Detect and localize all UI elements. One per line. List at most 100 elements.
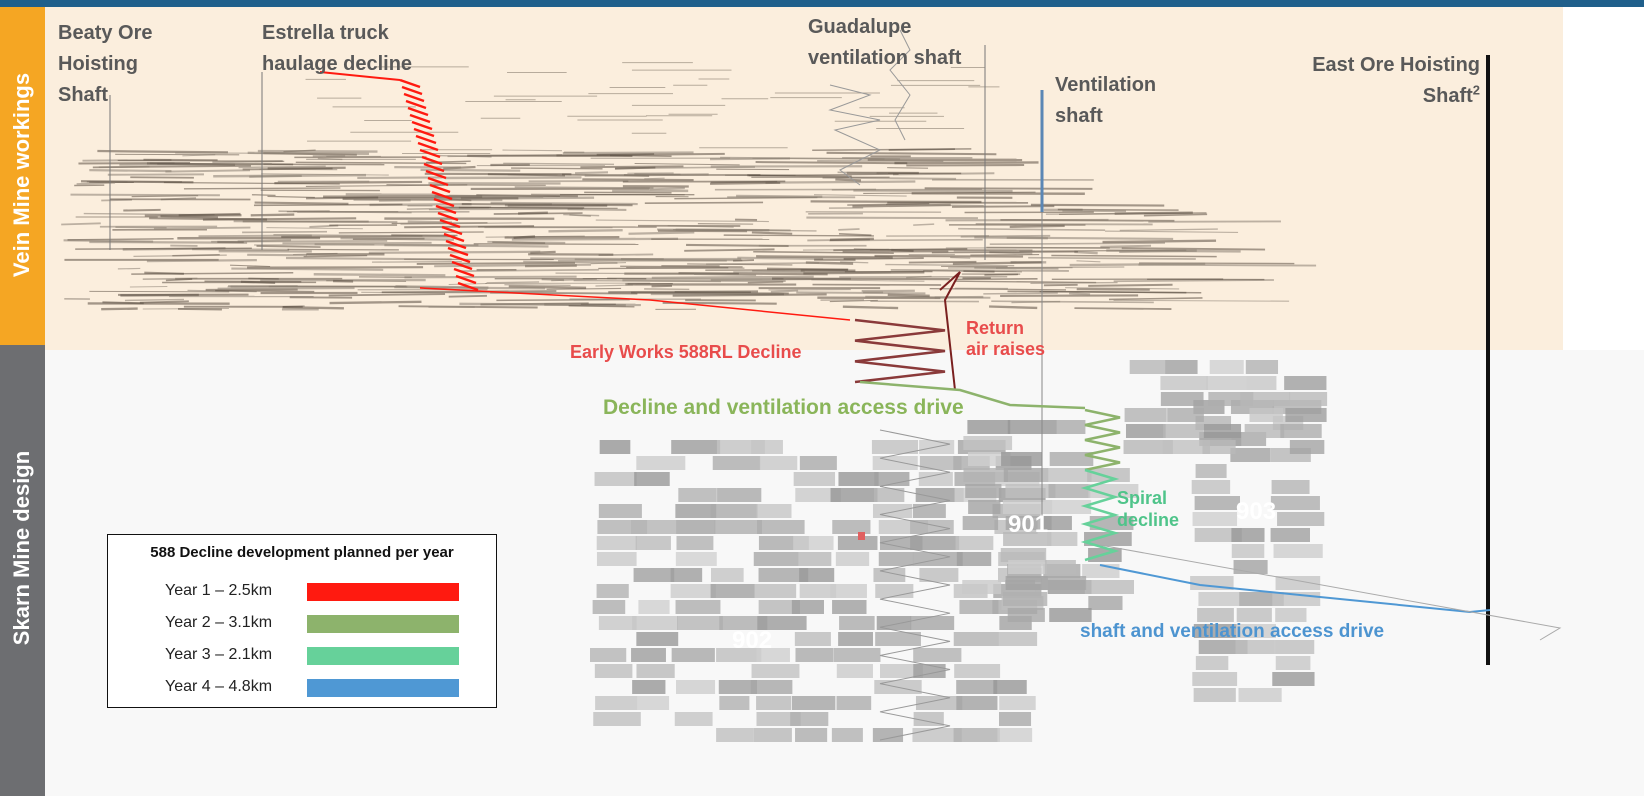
working [490, 201, 638, 206]
working [124, 298, 184, 302]
working [254, 201, 349, 205]
annotation: Early Works 588RL Decline [570, 342, 802, 362]
stope-block [718, 680, 757, 694]
working [672, 293, 827, 297]
stope-block [1244, 424, 1285, 438]
shaft-label: Beaty Ore Hoisting Shaft [58, 22, 153, 106]
stope-block [1272, 672, 1315, 686]
stope-block [1003, 592, 1048, 606]
legend-swatch [307, 583, 459, 601]
working [1069, 291, 1091, 296]
skarn-strip [0, 345, 45, 796]
working [513, 235, 536, 240]
working [256, 245, 321, 248]
working [595, 219, 769, 223]
working [1000, 294, 1139, 297]
working [1007, 290, 1187, 294]
decline [437, 211, 459, 222]
stope-block [795, 728, 828, 742]
legend-swatch [307, 679, 459, 697]
stope-block [710, 584, 755, 598]
stope-block [675, 680, 716, 694]
working [153, 226, 251, 230]
working [514, 186, 654, 190]
stope-block [757, 520, 805, 534]
stope-block [1289, 392, 1328, 406]
stope-block [836, 696, 872, 710]
working [644, 201, 764, 205]
decline [419, 287, 851, 321]
stope-block [913, 648, 962, 662]
working [806, 216, 978, 220]
stope-block [1235, 624, 1276, 638]
stope-block [1285, 408, 1327, 422]
stope-block [1043, 420, 1086, 434]
stope-block [830, 584, 867, 598]
working [584, 173, 709, 177]
working [874, 254, 1024, 258]
working [70, 193, 220, 197]
decline [1080, 468, 1120, 562]
working [504, 284, 571, 287]
stope-block [830, 488, 878, 502]
declines [319, 71, 1562, 741]
working [890, 268, 1069, 272]
stope-block [1206, 376, 1247, 390]
working [459, 302, 626, 307]
working [709, 157, 791, 161]
decline [405, 99, 427, 110]
stope-block [794, 632, 831, 646]
stope-block [636, 456, 686, 470]
stope-block [1230, 448, 1271, 462]
working [508, 285, 587, 290]
working [511, 237, 679, 241]
stope-block [872, 456, 918, 470]
working [213, 173, 366, 178]
working [887, 293, 930, 298]
working [934, 295, 984, 299]
stope-block [959, 600, 999, 614]
working [812, 148, 972, 151]
stope-block [956, 680, 998, 694]
working [247, 151, 369, 155]
working [630, 291, 789, 295]
stope-block [956, 696, 998, 710]
stope-block [1273, 544, 1323, 558]
zone-label: 903 [1236, 498, 1277, 525]
stope-block [999, 696, 1036, 710]
working [810, 200, 982, 204]
stope-block [758, 600, 801, 614]
working [829, 237, 874, 241]
working [473, 243, 639, 246]
stope-block [1194, 496, 1241, 510]
stope-block [915, 696, 963, 710]
working [1043, 283, 1078, 287]
stope-block [754, 584, 797, 598]
working [840, 261, 869, 264]
working [445, 176, 582, 180]
working [368, 250, 541, 254]
working [756, 255, 893, 259]
stope-block [836, 664, 873, 678]
working [684, 248, 775, 252]
stope-block [1084, 580, 1134, 594]
stope-block [670, 584, 716, 598]
working [250, 213, 295, 217]
working [853, 189, 1013, 193]
working [1065, 287, 1180, 290]
decline [425, 169, 447, 180]
working [906, 275, 932, 279]
working [983, 292, 1058, 295]
working [149, 217, 268, 221]
stope-block [1235, 640, 1275, 654]
stope-block [1088, 484, 1139, 498]
stope-block [998, 712, 1032, 726]
stope-block [1003, 532, 1052, 546]
stope-block [956, 552, 992, 566]
stope-block [1270, 496, 1320, 510]
stope-block [1193, 688, 1236, 702]
working [950, 256, 971, 259]
stope-block [596, 552, 637, 566]
working [329, 300, 422, 305]
stope-block [918, 472, 953, 486]
